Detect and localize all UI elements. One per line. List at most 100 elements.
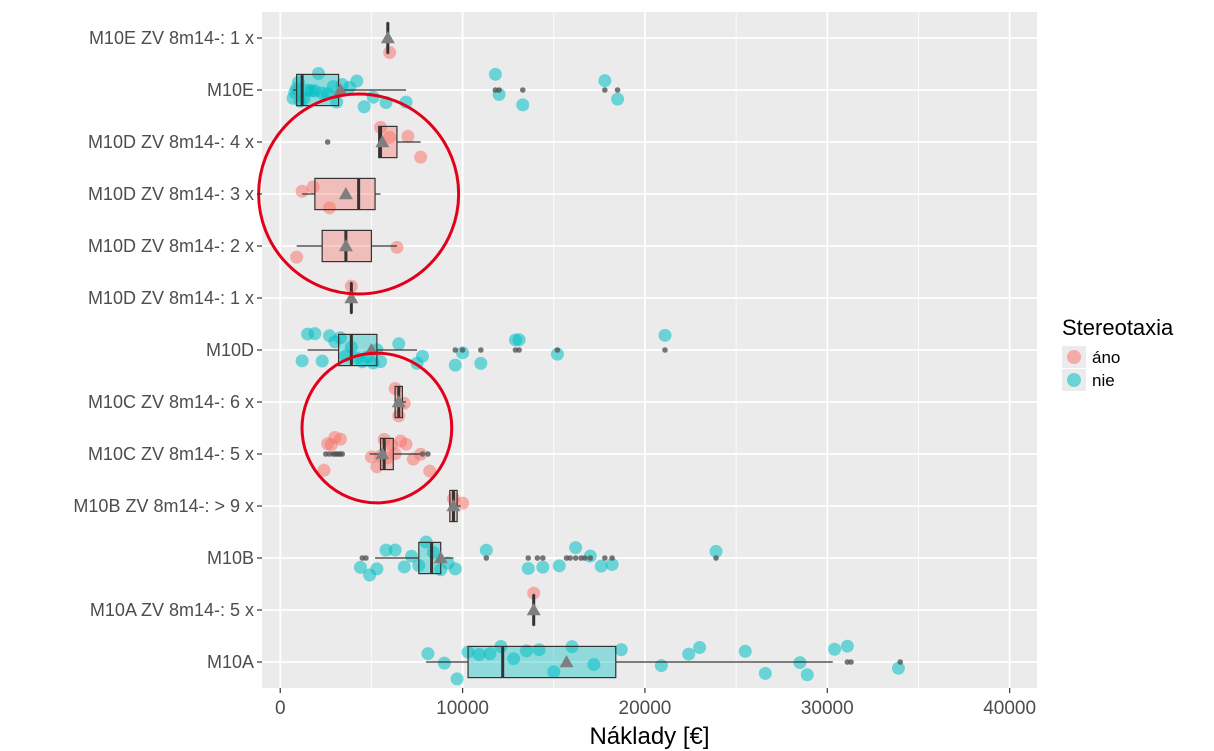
mean-marker (391, 395, 406, 408)
outlier-point (534, 555, 541, 561)
data-point (399, 437, 413, 451)
data-point (295, 354, 309, 368)
mean-marker (433, 551, 448, 564)
data-point (800, 668, 814, 682)
outlier-point (452, 347, 459, 353)
x-tick-label: 40000 (983, 698, 1036, 719)
data-point (479, 543, 493, 557)
outlier-point (554, 347, 561, 353)
data-point (550, 347, 564, 361)
mean-marker (446, 499, 461, 512)
y-tick-label: M10D ZV 8m14-: 3 x (88, 184, 254, 204)
data-point (290, 250, 304, 264)
data-point (308, 327, 322, 341)
mean-marker (344, 291, 359, 304)
data-point (483, 647, 497, 661)
data-point (587, 658, 601, 672)
data-point (388, 543, 402, 557)
data-point (421, 647, 435, 661)
data-point (357, 100, 371, 114)
y-tick-label: M10E ZV 8m14-: 1 x (89, 28, 254, 48)
legend: Stereotaxia áno nie (1062, 315, 1174, 391)
mean-marker (333, 83, 348, 96)
mean-marker (526, 603, 541, 616)
outlier-point (339, 451, 346, 457)
x-tick-label: 0 (275, 698, 286, 719)
data-point (605, 557, 619, 571)
y-tick-label: M10B (207, 548, 254, 568)
data-point (437, 656, 451, 670)
data-point (353, 560, 367, 574)
y-tick-label: M10B ZV 8m14-: > 9 x (73, 496, 254, 516)
data-point (317, 463, 331, 477)
data-point (448, 358, 462, 372)
data-point (758, 666, 772, 680)
y-tick-label: M10D (206, 340, 254, 360)
outlier-point (519, 87, 526, 93)
outlier-point (609, 555, 615, 561)
data-point (611, 92, 625, 106)
outlier-point (516, 347, 522, 353)
data-point (828, 642, 842, 656)
y-tick-label: M10A (207, 652, 254, 672)
data-point (390, 240, 404, 254)
data-point (654, 659, 668, 673)
outlier-point (324, 139, 331, 145)
data-point (512, 333, 526, 347)
data-point (527, 586, 541, 600)
data-point (569, 541, 583, 555)
data-point (397, 560, 411, 574)
x-tick-label: 30000 (801, 698, 854, 719)
data-point (488, 67, 502, 81)
outlier-point (614, 87, 621, 93)
data-point (456, 346, 470, 360)
data-point (682, 647, 696, 661)
data-point (738, 644, 752, 658)
data-point (693, 641, 707, 655)
data-point (709, 544, 723, 558)
data-point (379, 543, 393, 557)
outlier-point (567, 555, 573, 561)
mean-marker (375, 135, 390, 148)
data-point (552, 559, 566, 573)
box-body (296, 73, 340, 107)
y-tick-label: M10E (207, 80, 254, 100)
data-point (614, 643, 628, 657)
outlier-point (419, 451, 426, 457)
data-point (414, 150, 428, 164)
data-point (383, 45, 397, 59)
outlier-point (363, 555, 369, 561)
legend-label: nie (1092, 371, 1115, 390)
data-point (450, 672, 464, 686)
outlier-point (713, 555, 719, 561)
data-point (312, 67, 326, 81)
mean-marker (380, 31, 395, 44)
data-point (306, 180, 320, 194)
x-tick-label: 10000 (436, 698, 489, 719)
mean-marker (338, 239, 353, 252)
legend-key-nie (1067, 373, 1081, 387)
outlier-point (483, 555, 490, 561)
data-point (891, 661, 905, 675)
data-point (350, 74, 364, 88)
data-point (315, 354, 329, 368)
outlier-point (525, 555, 532, 561)
data-point (547, 665, 561, 679)
data-point (521, 561, 535, 575)
data-point (383, 130, 397, 144)
y-tick-label: M10D ZV 8m14-: 1 x (88, 288, 254, 308)
y-tick-label: M10D ZV 8m14-: 2 x (88, 236, 254, 256)
outlier-point (540, 555, 546, 561)
box-series (293, 21, 833, 679)
outlier-point (496, 87, 502, 93)
legend-label: áno (1092, 348, 1120, 367)
outlier-point (425, 451, 431, 457)
y-tick-label: M10C ZV 8m14-: 5 x (88, 444, 254, 464)
y-tick-label: M10C ZV 8m14-: 6 x (88, 392, 254, 412)
outlier-point (662, 347, 668, 353)
outlier-point (848, 659, 854, 665)
data-point (423, 464, 437, 478)
x-axis-title: Náklady [€] (589, 723, 709, 750)
outlier-point (587, 555, 594, 561)
mean-marker (375, 447, 390, 460)
